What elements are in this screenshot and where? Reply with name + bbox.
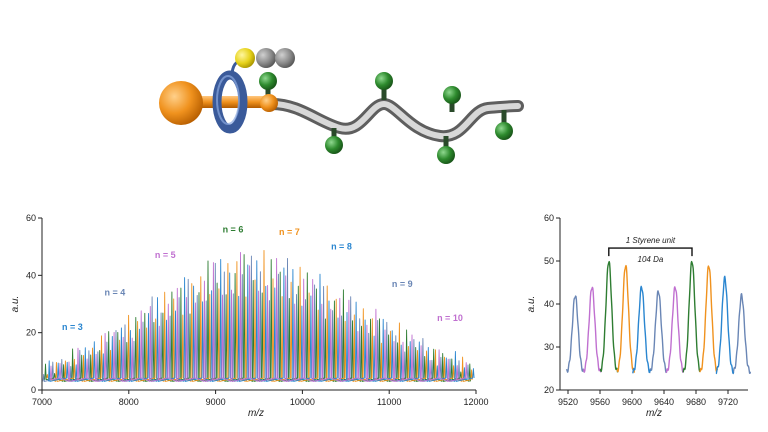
stopper-rod [190,96,270,108]
left-x-tick-label: 10000 [290,397,315,407]
right-x-tick-label: 9720 [718,397,738,407]
left-x-tick-label: 11000 [377,397,401,407]
zoom-peak [732,293,752,375]
right-y-tick-label: 40 [544,299,554,309]
left-spectrum-chart: 7000 8000 9000 10000 11000 12000 0 20 40 60 n = 3… [10,213,489,419]
right-spectrum-chart: 9520 9560 9600 9640 9680 9720 20 30 40 50 60 1 Sty… [526,213,752,419]
peak-series-label: n = 6 [223,224,244,234]
green-bead [259,72,277,90]
right-spectrum-series [565,260,752,375]
annotation-bracket [608,247,693,257]
left-y-tick-label: 60 [26,213,36,223]
zoom-peak [715,275,735,375]
peak-series-label: n = 3 [62,322,83,332]
right-y-tick-label: 50 [544,256,554,266]
annotation-label-mass: 104 Da [638,255,664,264]
left-x-axis-title: m/z [248,408,264,419]
right-x-tick-label: 9520 [558,397,578,407]
right-x-tick-label: 9640 [654,397,674,407]
right-y-axis-title: a.u. [526,296,537,313]
zoom-peak [682,260,702,373]
left-series-line [48,258,475,382]
right-ticks: 9520 9560 9600 9640 9680 9720 20 30 40 50 60 [544,213,738,407]
peak-series-label: n = 9 [392,279,413,289]
green-bead [495,122,513,140]
peak-series-label: n = 8 [331,242,352,252]
left-spectrum-series [42,250,475,382]
zoom-peak [632,285,652,374]
right-x-tick-label: 9560 [590,397,610,407]
green-bead [325,136,343,154]
left-n-labels: n = 3 n = 4 n = 5 n = 6 n = 7 n = 8 n = 9 n = 1… [62,224,463,331]
macrocycle-ring-shine [216,75,240,125]
peak-series-label: n = 10 [437,313,463,323]
peak-series-label: n = 7 [279,227,300,237]
left-y-tick-label: 40 [26,270,36,280]
right-x-axis-title: m/z [646,408,662,419]
right-y-tick-label: 20 [544,385,554,395]
left-x-tick-label: 8000 [119,397,139,407]
gray-ball-1 [256,48,276,68]
green-bead [443,86,461,104]
polymer-chain-highlight [269,100,521,140]
zoom-peak [616,264,636,373]
green-bead [437,146,455,164]
left-y-tick-label: 0 [31,385,36,395]
junction-ball [260,94,278,112]
left-y-axis-title: a.u. [10,296,21,313]
peak-series-label: n = 5 [155,250,176,260]
zoom-peak [665,286,685,373]
left-ticks: 7000 8000 9000 10000 11000 12000 0 20 40 60 [26,213,489,407]
left-y-tick-label: 20 [26,328,36,338]
left-series-line [49,251,468,382]
zoom-peak [599,260,619,373]
stopper-ball [159,81,203,125]
gray-ball-2 [275,48,295,68]
rotaxane-polymer-cartoon [159,48,524,164]
right-y-tick-label: 30 [544,342,554,352]
zoom-peak [582,286,602,373]
zoom-peak [699,265,719,373]
right-y-tick-label: 60 [544,213,554,223]
styrene-unit-annotation: 1 Styrene unit 104 Da [608,236,693,264]
zoom-peak [648,290,668,374]
left-x-tick-label: 9000 [206,397,226,407]
annotation-label-unit: 1 Styrene unit [626,236,676,245]
zoom-peak [565,295,585,373]
left-x-tick-label: 7000 [32,397,52,407]
right-x-tick-label: 9600 [622,397,642,407]
right-x-tick-label: 9680 [686,397,706,407]
yellow-ball [235,48,255,68]
left-x-tick-label: 12000 [463,397,488,407]
green-bead [375,72,393,90]
peak-series-label: n = 4 [105,287,126,297]
